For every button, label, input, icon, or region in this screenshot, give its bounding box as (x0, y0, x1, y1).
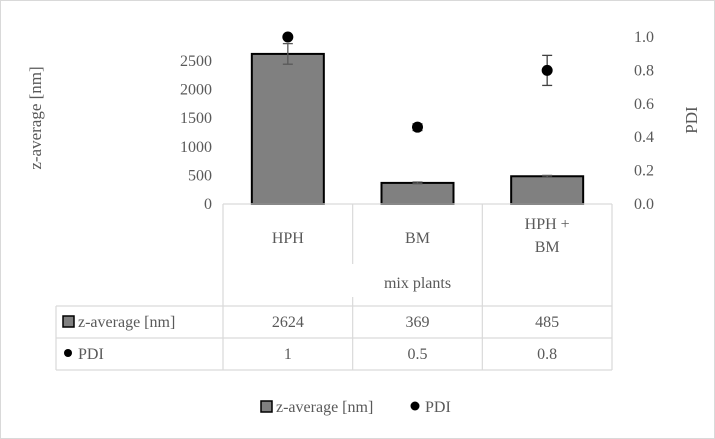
y-right-tick-label: 0.4 (634, 129, 654, 146)
table-cell-pdi: 0.8 (537, 346, 557, 363)
table-cell-pdi: 0.5 (408, 346, 428, 363)
x-category-label: HPH (272, 230, 304, 247)
y-left-tick-label: 2000 (180, 82, 212, 99)
y-right-axis-title: PDI (682, 106, 701, 134)
axes: 0 500 1000 1500 2000 2500 0.0 0.2 0.4 0.6 0.8 1.0 z-… (26, 29, 701, 213)
points-layer (282, 31, 553, 133)
x-category-label: HPH + (525, 216, 570, 233)
table-key-z-average (62, 315, 75, 328)
data-table: HPH BM HPH + BM mix plants z-average [nm] PDI 2… (55, 203, 613, 371)
legend-label-pdi: PDI (425, 399, 451, 416)
y-right-tick-label: 1.0 (634, 29, 654, 46)
y-left-tick-label: 2500 (180, 53, 212, 70)
y-right-tick-label: 0.6 (634, 96, 654, 113)
y-left-axis-title: z-average [nm] (26, 66, 45, 169)
point-pdi-0 (282, 31, 294, 43)
legend-key-pdi (410, 401, 420, 411)
table-key-pdi (64, 349, 72, 357)
legend: z-average [nm] PDI (260, 399, 451, 416)
legend-key-z-average (260, 400, 273, 413)
table-row-label-z-average: z-average [nm] (78, 314, 175, 331)
legend-label-z-average: z-average [nm] (276, 399, 373, 416)
y-right-tick-label: 0.8 (634, 62, 654, 79)
x-category-label: BM (405, 230, 430, 247)
table-cell-z-average: 369 (406, 314, 430, 331)
y-left-tick-label: 500 (188, 167, 212, 184)
table-cell-z-average: 485 (535, 314, 559, 331)
y-right-tick-label: 0.2 (634, 163, 654, 180)
y-left-tick-label: 1500 (180, 110, 212, 127)
y-left-tick-label: 1000 (180, 139, 212, 156)
y-left-tick-label: 0 (204, 196, 212, 213)
bar-z-average-0 (250, 52, 325, 206)
y-right-tick-label: 0.0 (634, 196, 654, 213)
table-cell-z-average: 2624 (272, 314, 304, 331)
bar-z-average-1 (380, 181, 455, 206)
table-row-label-pdi: PDI (78, 346, 104, 363)
table-cell-pdi: 1 (284, 346, 292, 363)
bar-z-average-2 (510, 175, 585, 205)
point-pdi-2 (541, 64, 553, 76)
x-category-label: BM (535, 239, 560, 256)
point-pdi-1 (412, 121, 423, 133)
x-group-label: mix plants (384, 275, 451, 292)
